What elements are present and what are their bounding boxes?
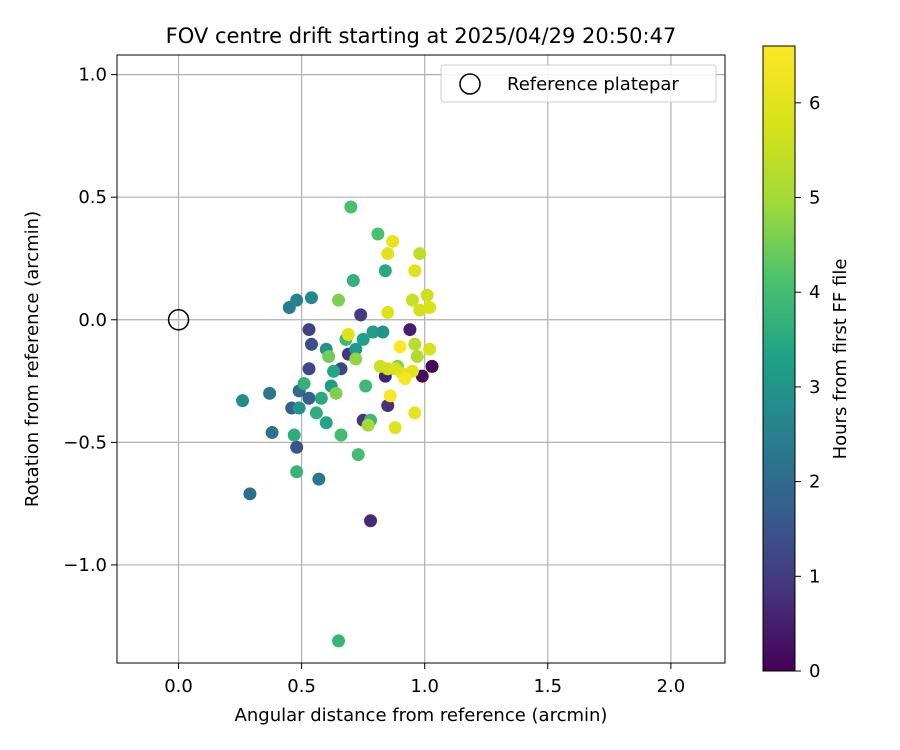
- y-tick-label: 0.5: [78, 187, 107, 208]
- plot-frame: [116, 54, 726, 664]
- scatter-point: [349, 342, 363, 356]
- scatter-point: [304, 291, 318, 305]
- scatter-point: [292, 401, 306, 415]
- scatter-point: [290, 440, 304, 454]
- x-tick-label: 2.0: [657, 676, 686, 697]
- scatter-point: [329, 386, 343, 400]
- scatter-point: [346, 274, 360, 288]
- scatter-point: [290, 465, 304, 479]
- scatter-point: [302, 391, 316, 405]
- colorbar-tick-label: 2: [809, 472, 820, 493]
- scatter-point: [327, 364, 341, 378]
- y-tick-label: 0.0: [78, 310, 107, 331]
- scatter-point: [341, 327, 355, 341]
- scatter-point: [236, 394, 250, 408]
- scatter-point: [393, 340, 407, 354]
- legend: Reference platepar: [440, 64, 717, 103]
- scatter-point: [302, 323, 316, 337]
- legend-marker-circle-icon: [459, 73, 481, 95]
- scatter-point: [265, 426, 279, 440]
- colorbar-tick-label: 1: [809, 566, 820, 587]
- scatter-point: [314, 391, 328, 405]
- scatter-point: [381, 399, 395, 413]
- scatter-point: [403, 323, 417, 337]
- x-tick-label: 0.0: [164, 676, 193, 697]
- scatter-point: [420, 288, 434, 302]
- legend-box: [440, 64, 717, 103]
- legend-label: Reference platepar: [507, 74, 679, 95]
- scatter-point: [243, 487, 257, 501]
- x-tick-label: 1.0: [410, 676, 439, 697]
- y-axis-label: Rotation from reference (arcmin): [22, 211, 43, 507]
- scatter-point: [349, 352, 363, 366]
- scatter-point: [405, 293, 419, 307]
- scatter-point: [361, 418, 375, 432]
- scatter-point: [312, 472, 326, 486]
- scatter-point: [359, 379, 373, 393]
- scatter-point: [332, 293, 346, 307]
- scatter-point: [381, 247, 395, 261]
- scatter-point: [366, 325, 380, 339]
- colorbar-tick-label: 3: [809, 377, 820, 398]
- scatter-point: [322, 350, 336, 364]
- grid-lines: [117, 55, 725, 663]
- colorbar: 0 1 2 3 4 5 6 Hours from first FF file: [762, 45, 851, 682]
- colorbar-tick-label: 6: [809, 93, 820, 114]
- scatter-point: [334, 428, 348, 442]
- x-tick-label: 0.5: [287, 676, 316, 697]
- scatter-point: [319, 416, 333, 430]
- scatter-point: [383, 389, 397, 403]
- scatter-point: [364, 514, 378, 528]
- scatter-point: [304, 337, 318, 351]
- scatter-point: [302, 362, 316, 376]
- x-tick-label: 1.5: [533, 676, 562, 697]
- y-tick-label: −1.0: [63, 555, 107, 576]
- scatter-point: [378, 264, 392, 278]
- scatter-point: [381, 305, 395, 319]
- y-tick-label: −0.5: [63, 432, 107, 453]
- scatter-point: [297, 377, 311, 391]
- x-axis-ticks: 0.0 0.5 1.0 1.5 2.0: [164, 663, 685, 697]
- scatter-point: [344, 200, 358, 214]
- scatter-point: [354, 308, 368, 322]
- scatter-point: [408, 264, 422, 278]
- scatter-point: [425, 359, 439, 373]
- scatter-point: [423, 342, 437, 356]
- colorbar-tick-label: 0: [809, 661, 820, 682]
- colorbar-gradient: [762, 45, 796, 672]
- scatter-point: [413, 303, 427, 317]
- colorbar-label: Hours from first FF file: [830, 259, 851, 460]
- scatter-point: [408, 337, 422, 351]
- scatter-point: [376, 325, 390, 339]
- scatter-point: [287, 428, 301, 442]
- scatter-point: [351, 448, 365, 462]
- scatter-point: [386, 234, 400, 248]
- scatter-point: [332, 634, 346, 648]
- scatter-point: [410, 350, 424, 364]
- scatter-points: [236, 200, 439, 648]
- chart-title: FOV centre drift starting at 2025/04/29 …: [166, 24, 677, 48]
- scatter-point: [371, 227, 385, 241]
- scatter-point: [415, 369, 429, 383]
- scatter-point: [356, 332, 370, 346]
- reference-platepar-marker: [167, 309, 190, 331]
- colorbar-ticks: 0 1 2 3 4 5 6: [795, 93, 820, 682]
- scatter-point: [398, 372, 412, 386]
- colorbar-tick-label: 4: [809, 282, 820, 303]
- scatter-point: [263, 386, 277, 400]
- colorbar-tick-label: 5: [809, 188, 820, 209]
- scatter-point: [290, 293, 304, 307]
- scatter-point: [413, 247, 427, 261]
- scatter-point: [408, 406, 422, 420]
- y-axis-ticks: 1.0 0.5 0.0 −0.5 −1.0: [63, 65, 117, 576]
- scatter-point: [423, 301, 437, 315]
- y-tick-label: 1.0: [78, 65, 107, 86]
- x-axis-label: Angular distance from reference (arcmin): [235, 705, 608, 726]
- scatter-point: [388, 421, 402, 435]
- scatter-point: [309, 406, 323, 420]
